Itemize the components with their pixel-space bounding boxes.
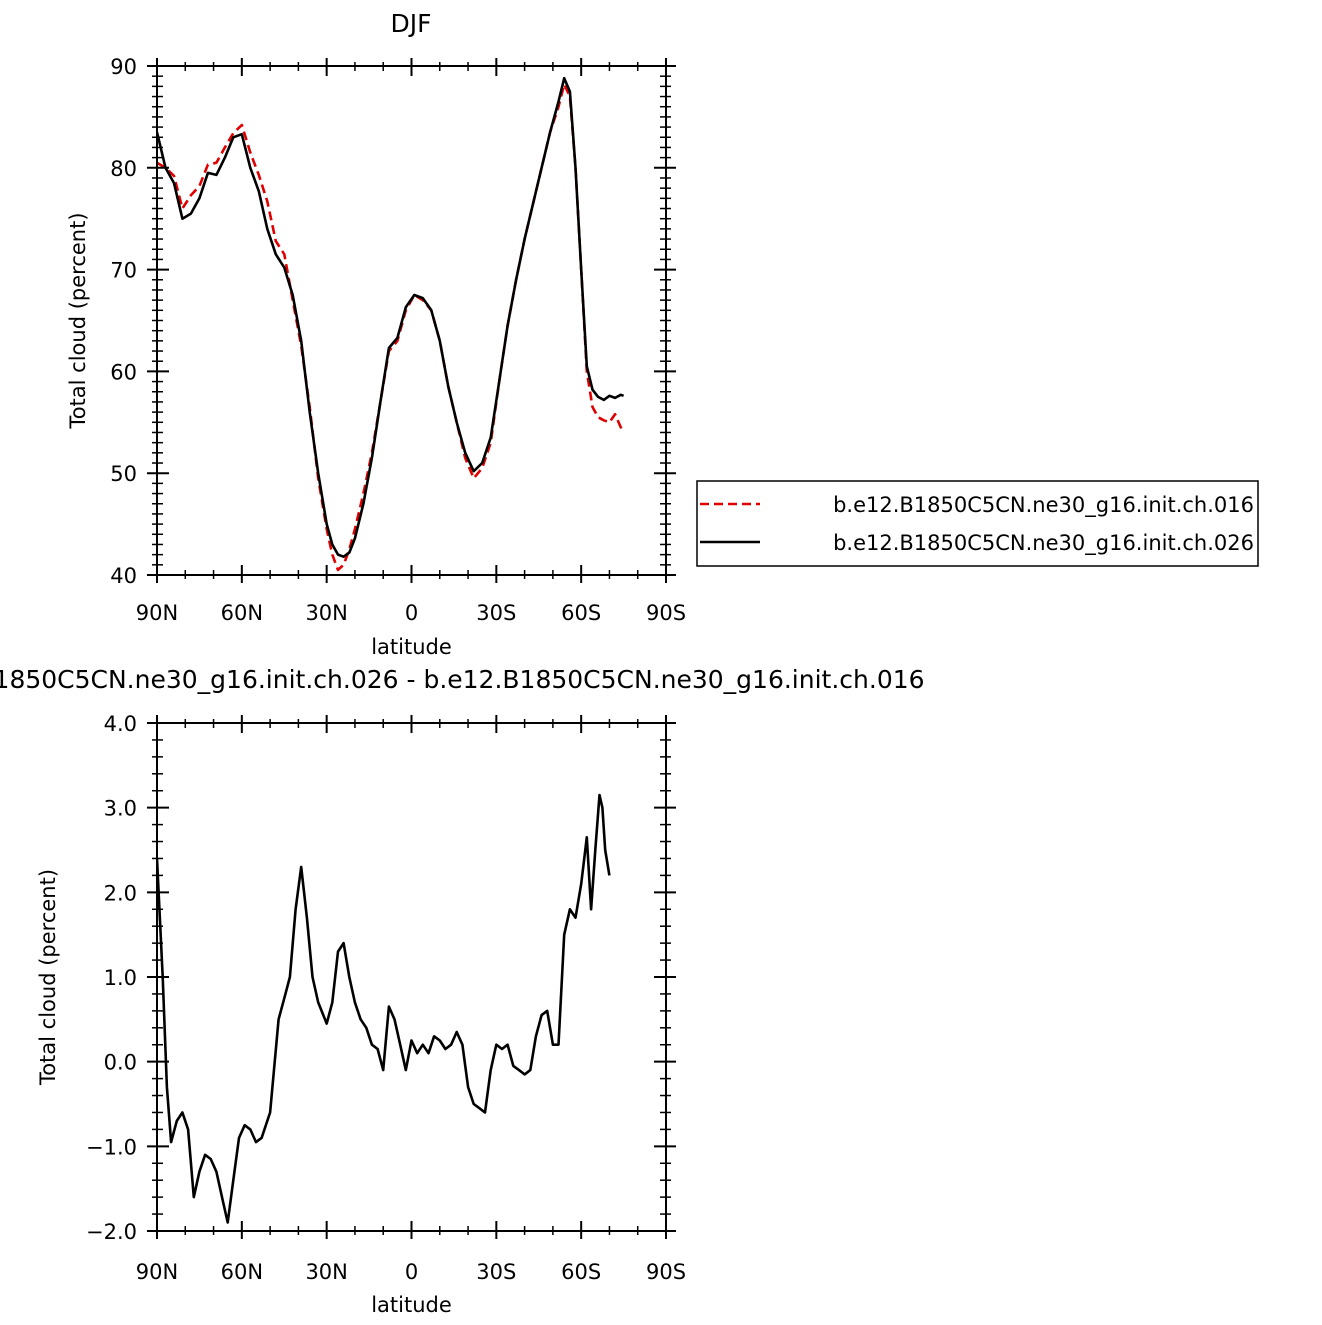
chart-panel-1: DJF 90N 60N 30N 0 30S 60S 90S 40 50 60 70 80 90 latitu…: [66, 9, 1259, 659]
y-tick-label: 2.0: [104, 881, 137, 905]
x-axis-label: latitude: [371, 635, 452, 659]
y-tick-label: 40: [110, 564, 137, 588]
y-tick-label: 3.0: [104, 797, 137, 821]
x-tick-label: 90S: [646, 1260, 686, 1284]
y-axis-label: Total cloud (percent): [36, 869, 60, 1086]
legend-box: [696, 480, 1259, 567]
x-tick-label: 60S: [561, 1260, 601, 1284]
y-tick-label: 50: [110, 462, 137, 486]
plot-frame: [156, 722, 667, 1232]
legend: b.e12.B1850C5CN.ne30_g16.init.ch.016 b.e1…: [696, 480, 1259, 567]
y-tick-label: −1.0: [86, 1135, 137, 1159]
y-tick-label: 60: [110, 360, 137, 384]
chart-title: DJF: [390, 9, 431, 38]
x-tick-label: 30N: [305, 601, 347, 625]
chart-panel-2: b.e12.B1850C5CN.ne30_g16.init.ch.026 - b…: [0, 665, 925, 1317]
legend-label-1: b.e12.B1850C5CN.ne30_g16.init.ch.016: [833, 493, 1254, 518]
x-tick-label: 60N: [221, 601, 263, 625]
plot-frame: [156, 65, 667, 576]
y-tick-label: 1.0: [104, 966, 137, 990]
series-line-2: [157, 76, 625, 558]
x-tick-label: 30N: [305, 1260, 347, 1284]
x-tick-label: 30S: [476, 601, 516, 625]
series-line-1: [157, 83, 625, 572]
y-tick-label: 80: [110, 157, 137, 181]
x-axis-label: latitude: [371, 1293, 452, 1317]
y-axis-label: Total cloud (percent): [66, 212, 90, 429]
legend-label-2: b.e12.B1850C5CN.ne30_g16.init.ch.026: [833, 531, 1254, 556]
x-tick-label: 90S: [646, 601, 686, 625]
y-tick-label: 70: [110, 259, 137, 283]
chart-title: b.e12.B1850C5CN.ne30_g16.init.ch.026 - b…: [0, 665, 925, 694]
y-tick-label: 4.0: [104, 712, 137, 736]
y-tick-label: 0.0: [104, 1051, 137, 1075]
x-tick-label: 0: [405, 601, 418, 625]
y-tick-label: 90: [110, 55, 137, 79]
x-tick-label: 90N: [136, 601, 178, 625]
x-tick-label: 60N: [221, 1260, 263, 1284]
x-tick-label: 90N: [136, 1260, 178, 1284]
x-tick-label: 30S: [476, 1260, 516, 1284]
x-tick-label: 0: [405, 1260, 418, 1284]
x-tick-label: 60S: [561, 601, 601, 625]
series-line-1: [157, 793, 611, 1224]
y-tick-label: −2.0: [86, 1220, 137, 1244]
